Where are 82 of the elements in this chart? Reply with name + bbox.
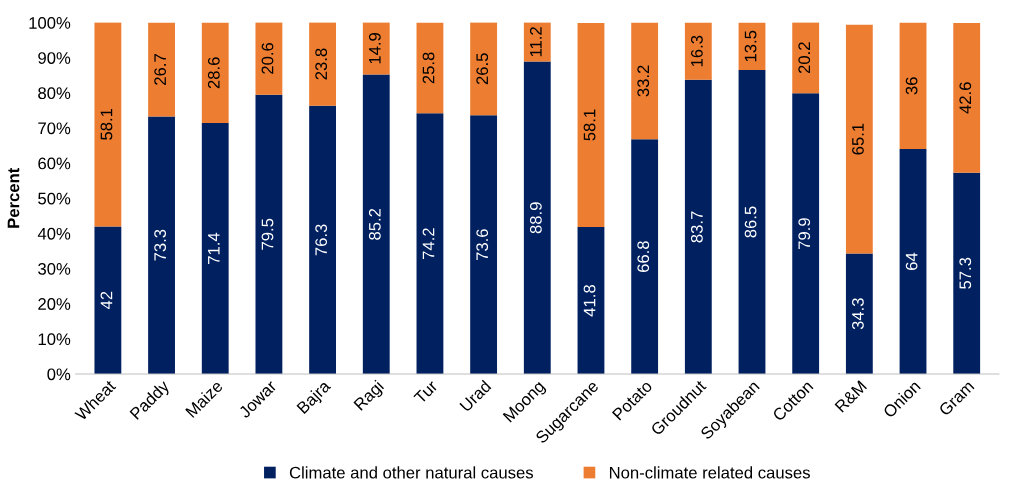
data-label: 20.6 (261, 42, 274, 74)
bar (845, 24, 873, 254)
legend-label: Non-climate related causes (609, 466, 810, 479)
bar (577, 227, 605, 374)
bar (738, 70, 766, 374)
data-label: 71.4 (208, 232, 220, 264)
data-label: 86.5 (744, 206, 757, 238)
bar (792, 22, 820, 94)
data-label: 16.3 (690, 35, 703, 67)
data-label: 26.7 (154, 54, 167, 85)
bar (899, 22, 927, 150)
bar (309, 22, 337, 106)
data-label: 73.3 (154, 229, 167, 261)
data-label: 58.1 (583, 109, 596, 141)
y-tick-label: 0% (47, 368, 71, 381)
bar (362, 74, 390, 374)
bar (470, 22, 498, 116)
data-label: 73.6 (476, 229, 489, 261)
bar (899, 149, 927, 374)
data-label: 25.8 (422, 52, 435, 84)
data-label: 41.8 (583, 285, 596, 317)
y-tick-label: 90% (38, 52, 71, 64)
data-label: 26.5 (476, 53, 489, 85)
bar (577, 22, 605, 228)
bar (201, 123, 229, 374)
bar (416, 22, 444, 114)
bar (94, 22, 122, 227)
data-label: 34.3 (852, 298, 864, 330)
data-label: 79.9 (798, 218, 811, 249)
y-tick-label: 10% (38, 333, 71, 346)
data-label: 36 (905, 77, 918, 95)
data-label: 28.6 (207, 57, 220, 89)
legend-label: Climate and other natural causes (289, 466, 534, 479)
bar (94, 226, 122, 374)
data-label: 20.2 (798, 42, 811, 74)
data-label: 23.8 (315, 48, 328, 80)
y-tick-label: 60% (38, 157, 71, 170)
y-tick-label: 80% (38, 87, 71, 100)
bar (684, 79, 712, 374)
bar (631, 139, 659, 374)
y-axis-title: Percent (7, 167, 20, 228)
bar (470, 115, 498, 374)
bar (148, 116, 175, 374)
bar (201, 22, 229, 124)
data-label: 13.5 (744, 30, 757, 62)
bar (684, 22, 712, 80)
bar (953, 172, 981, 374)
bar (523, 61, 551, 374)
data-label: 57.3 (959, 257, 972, 289)
data-label: 64 (905, 252, 918, 270)
y-tick-label: 70% (38, 122, 71, 135)
y-tick-label: 50% (38, 192, 71, 205)
bar (845, 253, 873, 374)
data-label: 66.8 (637, 241, 650, 272)
data-label: 42 (100, 291, 113, 310)
data-label: 42.6 (959, 82, 972, 114)
bar (631, 22, 659, 140)
data-label: 88.9 (529, 202, 542, 234)
bar (362, 22, 390, 75)
bar (792, 93, 820, 374)
data-label: 11.2 (529, 27, 542, 57)
bar (953, 22, 981, 173)
bar (309, 105, 337, 374)
data-label: 76.3 (315, 224, 328, 256)
bar (255, 22, 283, 95)
y-tick-label: 100% (29, 16, 71, 29)
data-label: 14.9 (368, 32, 381, 64)
y-tick-label: 30% (38, 262, 71, 275)
bar (255, 94, 283, 374)
data-label: 79.5 (261, 218, 274, 250)
y-tick-label: 20% (38, 298, 71, 310)
y-tick-label: 40% (37, 227, 71, 240)
data-label: 74.2 (422, 228, 435, 259)
bar (148, 22, 175, 117)
data-label: 83.7 (690, 211, 703, 243)
data-label: 33.2 (637, 65, 650, 97)
x-tick-label: Tur (413, 379, 439, 405)
bar (523, 22, 551, 62)
bar (416, 113, 444, 374)
data-label: 58.1 (100, 108, 113, 140)
data-label: 65.1 (852, 123, 864, 155)
data-label: 85.2 (368, 208, 381, 240)
